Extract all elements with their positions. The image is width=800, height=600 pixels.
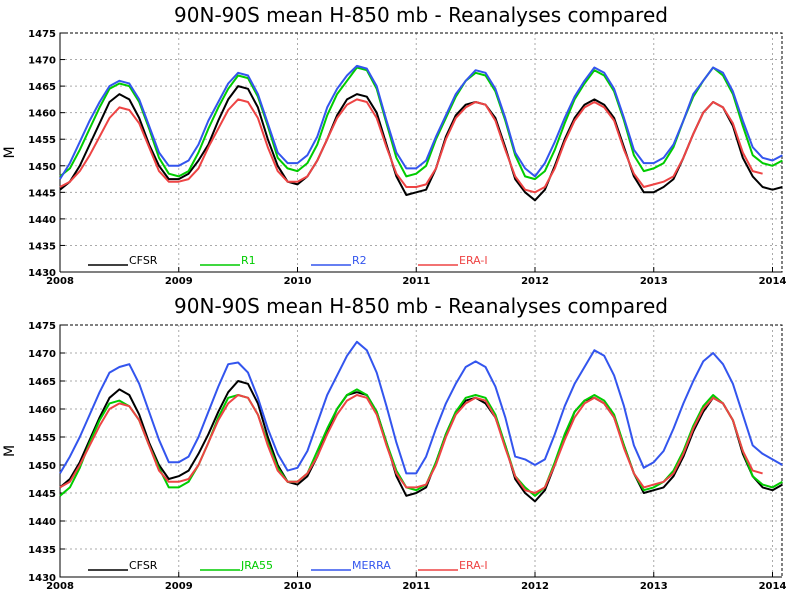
- x-tick-label: 2011: [402, 276, 430, 287]
- x-tick-label: 2009: [165, 276, 193, 287]
- legend-label: R2: [352, 254, 367, 267]
- x-tick-label: 2010: [284, 581, 312, 592]
- legend-label: MERRA: [352, 559, 391, 572]
- y-tick-label: 1430: [28, 573, 56, 584]
- y-axis-label: M: [2, 445, 18, 457]
- chart-title: 90N-90S mean H-850 mb - Reanalyses compa…: [174, 3, 668, 27]
- y-tick-label: 1430: [28, 268, 56, 279]
- y-tick-label: 1435: [28, 545, 56, 556]
- y-tick-label: 1465: [28, 82, 56, 93]
- x-tick-label: 2012: [521, 276, 549, 287]
- legend-label: R1: [241, 254, 256, 267]
- plot-frame: [59, 32, 783, 273]
- series-line-merra: [59, 340, 783, 475]
- x-tick-label: 2014: [759, 581, 787, 592]
- x-tick-label: 2008: [46, 581, 74, 592]
- x-tick-label: 2008: [46, 276, 74, 287]
- y-tick-label: 1470: [28, 56, 56, 67]
- series-line-era-i: [59, 394, 763, 494]
- legend-label: JRA55: [240, 559, 273, 572]
- y-tick-label: 1470: [28, 349, 56, 360]
- chart-panel-2: 90N-90S mean H-850 mb - Reanalyses compa…: [2, 294, 786, 592]
- legend-label: CFSR: [129, 254, 158, 267]
- y-tick-label: 1435: [28, 241, 56, 252]
- legend-label: CFSR: [129, 559, 158, 572]
- y-tick-label: 1460: [28, 109, 56, 120]
- y-tick-label: 1450: [28, 162, 56, 173]
- y-tick-label: 1455: [28, 433, 56, 444]
- y-tick-label: 1445: [28, 489, 56, 500]
- x-tick-label: 2012: [521, 581, 549, 592]
- x-tick-label: 2013: [640, 276, 668, 287]
- plot-frame: [59, 324, 783, 578]
- y-tick-label: 1475: [28, 29, 56, 40]
- y-tick-label: 1445: [28, 188, 56, 199]
- x-tick-label: 2011: [402, 581, 430, 592]
- x-tick-label: 2013: [640, 581, 668, 592]
- y-tick-label: 1455: [28, 135, 56, 146]
- y-tick-label: 1460: [28, 405, 56, 416]
- legend-label: ERA-I: [459, 254, 488, 267]
- series-line-r2: [59, 64, 783, 180]
- y-tick-label: 1440: [28, 517, 56, 528]
- y-tick-label: 1475: [28, 321, 56, 332]
- x-tick-label: 2009: [165, 581, 193, 592]
- chart-title: 90N-90S mean H-850 mb - Reanalyses compa…: [174, 294, 668, 318]
- series-line-r1: [59, 66, 783, 181]
- series-line-cfsr: [59, 85, 783, 202]
- y-axis-label: M: [2, 146, 18, 158]
- x-tick-label: 2014: [759, 276, 787, 287]
- y-tick-label: 1450: [28, 461, 56, 472]
- series-line-era-i: [59, 98, 763, 194]
- y-tick-label: 1465: [28, 377, 56, 388]
- series-line-cfsr: [59, 380, 783, 503]
- x-tick-label: 2010: [284, 276, 312, 287]
- legend-label: ERA-I: [459, 559, 488, 572]
- y-tick-label: 1440: [28, 215, 56, 226]
- chart-panel-1: 90N-90S mean H-850 mb - Reanalyses compa…: [2, 3, 786, 287]
